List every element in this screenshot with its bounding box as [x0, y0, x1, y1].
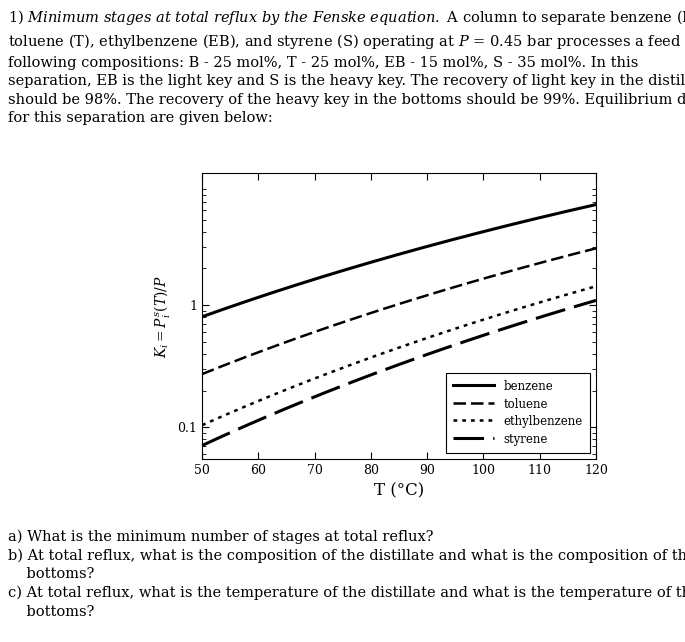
X-axis label: T (°C): T (°C) [374, 482, 424, 499]
Text: 1) $\it{Minimum\ stages\ at\ total\ reflux\ by\ the\ Fenske\ equation.}$ A colum: 1) $\it{Minimum\ stages\ at\ total\ refl… [8, 8, 685, 125]
Legend: benzene, toluene, ethylbenzene, styrene: benzene, toluene, ethylbenzene, styrene [446, 372, 590, 453]
Text: a) What is the minimum number of stages at total reflux?
b) At total reflux, wha: a) What is the minimum number of stages … [8, 530, 685, 619]
Y-axis label: $K_i= P_i^s(T)/P$: $K_i= P_i^s(T)/P$ [152, 275, 172, 358]
